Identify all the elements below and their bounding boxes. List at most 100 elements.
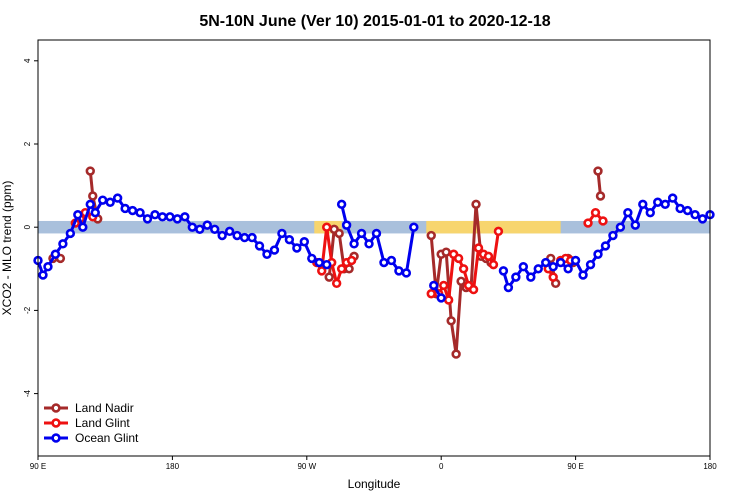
data-point bbox=[247, 232, 257, 243]
data-point bbox=[284, 234, 295, 245]
data-point bbox=[112, 193, 123, 203]
data-point bbox=[468, 284, 479, 295]
data-point bbox=[172, 214, 183, 224]
data-point bbox=[322, 222, 332, 232]
data-point bbox=[307, 253, 317, 264]
data-point bbox=[371, 228, 382, 239]
data-point bbox=[180, 212, 190, 222]
data-point bbox=[541, 257, 551, 268]
data-point bbox=[336, 264, 347, 274]
data-point bbox=[43, 262, 53, 272]
data-point bbox=[58, 239, 68, 249]
data-point bbox=[451, 349, 461, 359]
x-tick-label: 90 E bbox=[567, 462, 583, 471]
legend-label: Land Nadir bbox=[75, 401, 134, 415]
data-point bbox=[224, 226, 235, 237]
data-point bbox=[85, 199, 95, 210]
legend-label: Land Glint bbox=[75, 416, 130, 430]
data-point bbox=[511, 272, 521, 282]
legend-item: Land Nadir bbox=[44, 401, 134, 415]
data-point bbox=[429, 280, 439, 291]
data-point bbox=[157, 212, 168, 222]
y-tick-label: -2 bbox=[23, 306, 32, 314]
data-point bbox=[331, 278, 342, 289]
data-point bbox=[590, 207, 601, 218]
data-point bbox=[638, 199, 648, 210]
data-point bbox=[379, 257, 389, 268]
data-point bbox=[473, 243, 484, 253]
data-point bbox=[317, 266, 327, 276]
data-point bbox=[292, 243, 302, 253]
data-point bbox=[364, 239, 374, 249]
data-point bbox=[563, 264, 573, 274]
legend-item: Ocean Glint bbox=[44, 431, 139, 445]
data-point bbox=[349, 239, 359, 249]
data-point bbox=[409, 222, 419, 232]
data-point bbox=[90, 207, 100, 218]
data-point bbox=[356, 228, 367, 239]
data-point bbox=[346, 255, 357, 266]
data-point bbox=[578, 270, 588, 280]
legend-swatch-marker bbox=[51, 403, 61, 413]
data-point bbox=[675, 203, 685, 214]
data-point bbox=[394, 266, 404, 276]
data-point bbox=[593, 249, 603, 259]
data-point bbox=[336, 199, 347, 210]
data-point bbox=[660, 199, 670, 210]
data-point bbox=[324, 272, 334, 282]
data-point bbox=[595, 191, 606, 201]
data-point bbox=[78, 222, 88, 232]
data-point bbox=[195, 224, 205, 234]
data-point bbox=[334, 228, 344, 239]
data-point bbox=[555, 257, 566, 268]
legend-swatch-marker bbox=[51, 433, 61, 443]
data-point bbox=[585, 259, 596, 270]
data-point bbox=[483, 251, 494, 262]
data-point bbox=[598, 216, 608, 226]
data-point bbox=[453, 253, 464, 264]
data-point bbox=[533, 264, 543, 274]
data-point bbox=[98, 195, 108, 205]
data-point bbox=[600, 241, 611, 251]
data-point bbox=[401, 268, 412, 278]
y-tick-label: 4 bbox=[23, 58, 32, 63]
data-point bbox=[548, 272, 558, 282]
legend-swatch-marker bbox=[51, 418, 61, 428]
data-point bbox=[570, 255, 581, 266]
data-point bbox=[583, 218, 593, 228]
x-tick-label: 90 E bbox=[30, 462, 46, 471]
data-point bbox=[50, 249, 61, 259]
data-point bbox=[426, 230, 436, 241]
series-layer bbox=[33, 166, 715, 359]
data-point bbox=[682, 205, 693, 216]
data-point bbox=[426, 289, 436, 299]
data-point bbox=[322, 259, 332, 270]
data-point bbox=[667, 193, 678, 203]
data-point bbox=[443, 295, 454, 305]
data-point bbox=[653, 197, 663, 207]
chart-title: 5N-10N June (Ver 10) 2015-01-01 to 2020-… bbox=[199, 13, 550, 30]
data-point bbox=[630, 220, 641, 230]
band-highlight bbox=[426, 220, 561, 234]
x-tick-label: 180 bbox=[166, 462, 180, 471]
data-point bbox=[503, 282, 514, 293]
data-point bbox=[88, 191, 98, 201]
y-axis: -4 -2 0 2 4 bbox=[23, 58, 38, 397]
data-point bbox=[165, 212, 175, 222]
data-point bbox=[277, 228, 287, 239]
data-point bbox=[441, 247, 451, 257]
data-point bbox=[446, 316, 456, 326]
data-point bbox=[436, 293, 446, 303]
data-point bbox=[150, 210, 160, 220]
data-point bbox=[488, 259, 499, 270]
data-point bbox=[593, 166, 603, 176]
data-point bbox=[526, 272, 536, 282]
x-tick-label: 90 W bbox=[297, 462, 316, 471]
data-point bbox=[608, 230, 618, 241]
data-point bbox=[142, 214, 153, 224]
legend-label: Ocean Glint bbox=[75, 431, 139, 445]
data-point bbox=[493, 226, 504, 237]
data-point bbox=[341, 220, 352, 230]
data-point bbox=[697, 214, 708, 224]
